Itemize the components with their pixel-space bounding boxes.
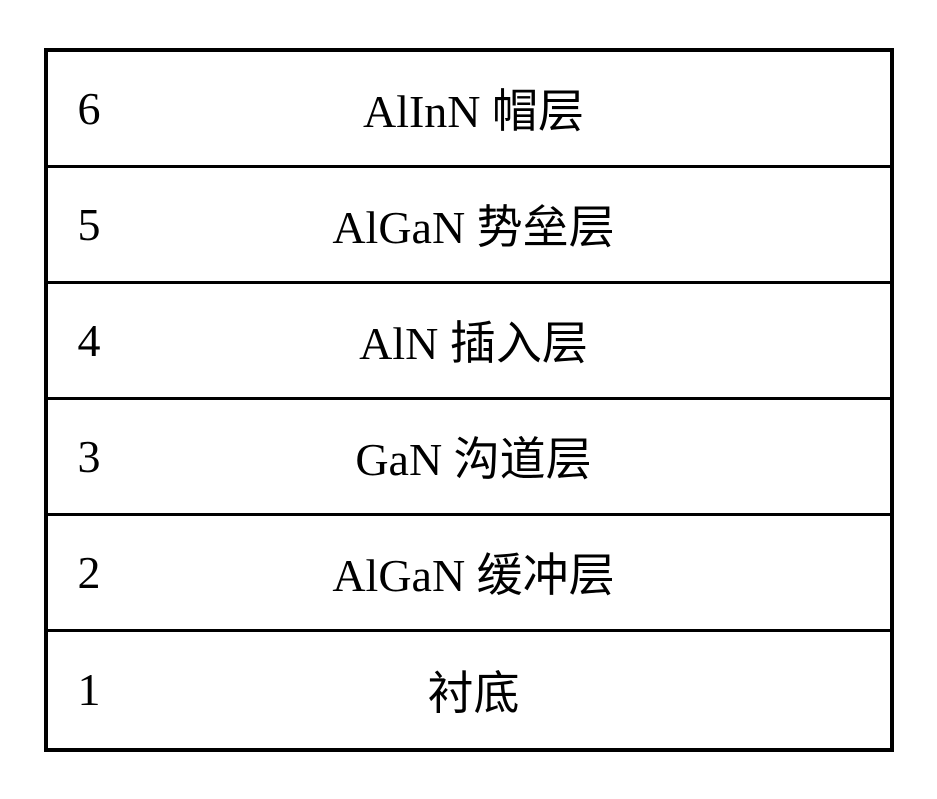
layer-row: 3 GaN 沟道层	[48, 400, 890, 516]
layer-number: 4	[78, 314, 158, 367]
layer-row: 2 AlGaN 缓冲层	[48, 516, 890, 632]
layer-stack-diagram: 6 AlInN 帽层 5 AlGaN 势垒层 4 AlN 插入层 3 GaN 沟…	[44, 48, 894, 752]
layer-label: AlGaN 势垒层	[158, 191, 890, 257]
layer-row: 1 衬底	[48, 632, 890, 748]
layer-label: AlInN 帽层	[158, 75, 890, 141]
layer-row: 5 AlGaN 势垒层	[48, 168, 890, 284]
layer-number: 1	[78, 663, 158, 716]
layer-row: 6 AlInN 帽层	[48, 52, 890, 168]
layer-label: 衬底	[158, 657, 890, 723]
layer-label: AlGaN 缓冲层	[158, 539, 890, 605]
layer-label: GaN 沟道层	[158, 423, 890, 489]
layer-label: AlN 插入层	[158, 307, 890, 373]
layer-number: 5	[78, 198, 158, 251]
layer-row: 4 AlN 插入层	[48, 284, 890, 400]
layer-number: 2	[78, 546, 158, 599]
layer-number: 6	[78, 82, 158, 135]
layer-number: 3	[78, 430, 158, 483]
